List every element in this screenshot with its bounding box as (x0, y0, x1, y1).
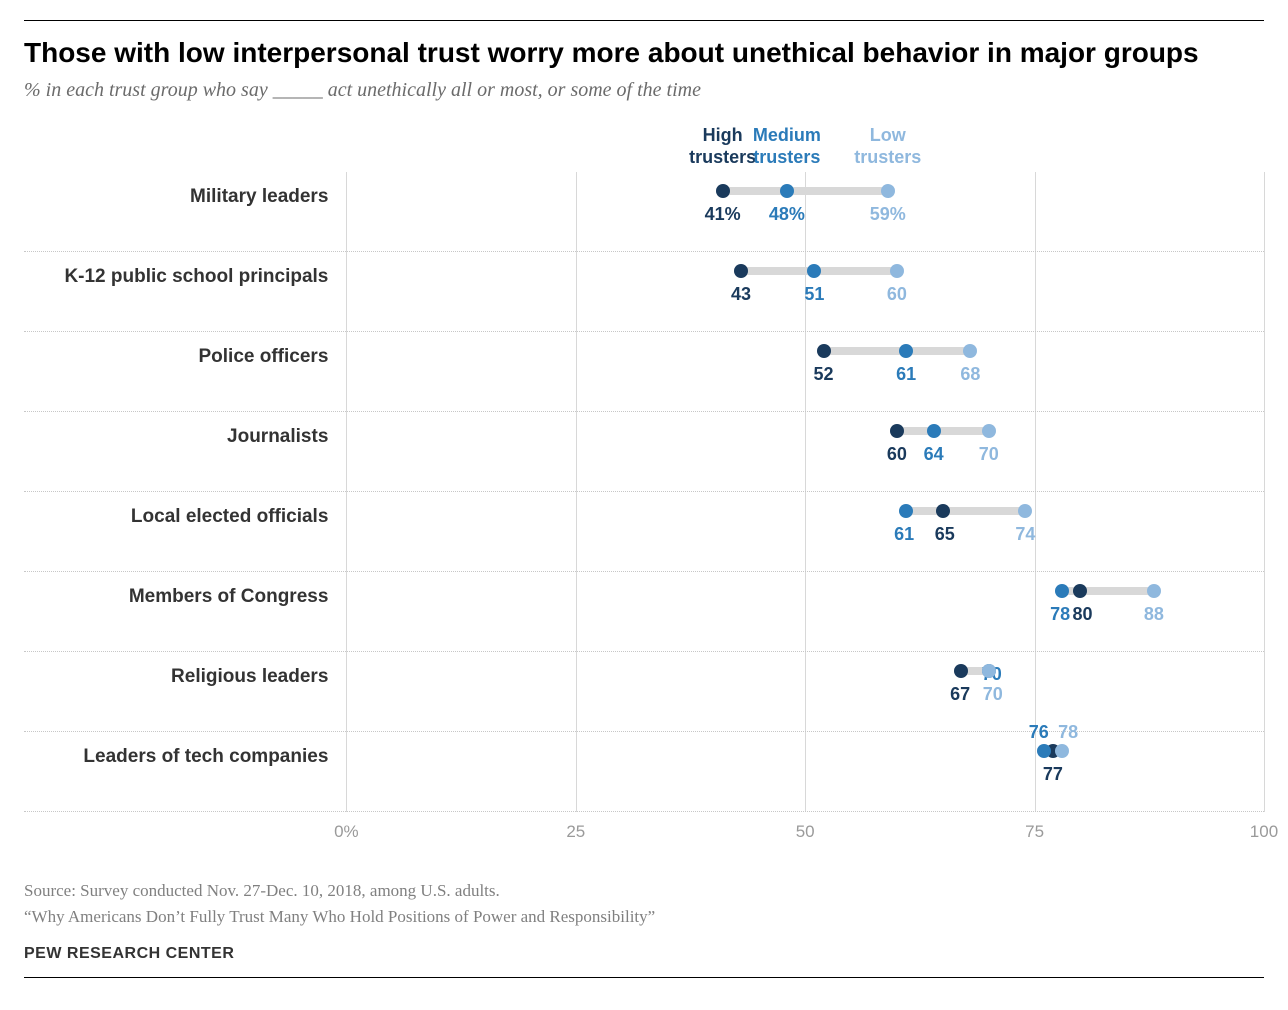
axis-tick-label: 75 (1025, 822, 1044, 842)
plot-area: HightrustersMediumtrustersLowtrustersMil… (24, 114, 1264, 848)
data-row: Local elected officials 65 61 74 (24, 492, 1264, 572)
dot-high (890, 424, 904, 438)
data-row: Police officers 52 61 68 (24, 332, 1264, 412)
range-track (723, 187, 888, 195)
data-row: Journalists 60 64 70 (24, 412, 1264, 492)
source-text: Source: Survey conducted Nov. 27-Dec. 10… (24, 878, 1264, 929)
dot-high (936, 504, 950, 518)
axis-tick-label: 50 (796, 822, 815, 842)
row-chart: 41% 48% 59% (346, 172, 1264, 251)
value-label-low: 74 (1015, 524, 1035, 545)
range-track (906, 507, 1025, 515)
value-label-high: 41% (705, 204, 741, 225)
range-track (897, 427, 989, 435)
dot-medium (899, 504, 913, 518)
legend-label-high: Hightrusters (689, 125, 756, 168)
dot-medium (899, 344, 913, 358)
source-line-1: Source: Survey conducted Nov. 27-Dec. 10… (24, 878, 1264, 904)
gridline (1264, 172, 1265, 812)
dot-high (734, 264, 748, 278)
value-label-medium: 61 (894, 524, 914, 545)
data-row: Religious leaders677070 (24, 652, 1264, 732)
dot-low (881, 184, 895, 198)
value-label-high: 52 (814, 364, 834, 385)
value-label-low: 78 (1058, 722, 1078, 743)
dot-high (817, 344, 831, 358)
dot-medium (1037, 744, 1051, 758)
value-label-medium: 64 (924, 444, 944, 465)
legend-label-medium: Mediumtrusters (753, 125, 821, 168)
row-label: Military leaders (190, 186, 328, 208)
data-row: Members of Congress 8078 88 (24, 572, 1264, 652)
value-label-medium: 51 (804, 284, 824, 305)
row-chart: 65 61 74 (346, 492, 1264, 571)
value-label-high: 80 (1072, 604, 1092, 625)
axis-tick-label: 100 (1250, 822, 1278, 842)
row-chart: 52 61 68 (346, 332, 1264, 411)
chart-title: Those with low interpersonal trust worry… (24, 35, 1264, 71)
value-label-high: 60 (887, 444, 907, 465)
legend-row: HightrustersMediumtrusters Lowtrusters (24, 114, 1264, 172)
value-label-low: 70 (983, 684, 1003, 705)
data-row: K-12 public school principals 43 51 60 (24, 252, 1264, 332)
row-chart: 60 64 70 (346, 412, 1264, 491)
value-label-high: 77 (1043, 764, 1063, 785)
chart-subtitle: % in each trust group who say _____ act … (24, 79, 1264, 102)
dot-high (716, 184, 730, 198)
chart-container: Those with low interpersonal trust worry… (24, 20, 1264, 978)
row-label: Leaders of tech companies (83, 746, 328, 768)
value-label-high: 65 (935, 524, 955, 545)
footer-brand: PEW RESEARCH CENTER (24, 945, 1264, 963)
dot-medium (1055, 584, 1069, 598)
dot-low (1147, 584, 1161, 598)
data-row: Military leaders 41% 48% 59% (24, 172, 1264, 252)
row-chart: 677070 (346, 652, 1264, 731)
value-label-medium: 61 (896, 364, 916, 385)
row-label: Local elected officials (131, 506, 328, 528)
value-label-low: 60 (887, 284, 907, 305)
source-line-2: “Why Americans Don’t Fully Trust Many Wh… (24, 904, 1264, 930)
value-label-low: 70 (979, 444, 999, 465)
value-label-low: 68 (960, 364, 980, 385)
value-label-high: 43 (731, 284, 751, 305)
dot-low (1018, 504, 1032, 518)
value-label-low: 59% (870, 204, 906, 225)
data-row: Leaders of tech companies 777678 (24, 732, 1264, 812)
value-label-medium: 78 (1050, 604, 1070, 625)
dot-low (982, 664, 996, 678)
range-track (824, 347, 971, 355)
axis-tick-label: 0% (334, 822, 359, 842)
row-chart: 43 51 60 (346, 252, 1264, 331)
row-label: Members of Congress (129, 586, 329, 608)
dot-high (1073, 584, 1087, 598)
dot-low (1055, 744, 1069, 758)
value-label-medium: 48% (769, 204, 805, 225)
legend-label-low: Lowtrusters (854, 125, 921, 168)
dot-medium (780, 184, 794, 198)
x-axis: 0%255075100 (24, 812, 1264, 848)
value-label-high: 67 (950, 684, 970, 705)
row-chart: 8078 88 (346, 572, 1264, 651)
dot-low (890, 264, 904, 278)
axis-tick-label: 25 (566, 822, 585, 842)
dot-medium (927, 424, 941, 438)
row-label: Journalists (227, 426, 328, 448)
row-label: Police officers (199, 346, 329, 368)
row-chart: 777678 (346, 732, 1264, 811)
value-label-low: 88 (1144, 604, 1164, 625)
dot-high (954, 664, 968, 678)
row-label: Religious leaders (171, 666, 328, 688)
dot-low (963, 344, 977, 358)
row-label: K-12 public school principals (64, 266, 328, 288)
dot-medium (807, 264, 821, 278)
dot-low (982, 424, 996, 438)
value-label-medium: 76 (1029, 722, 1049, 743)
